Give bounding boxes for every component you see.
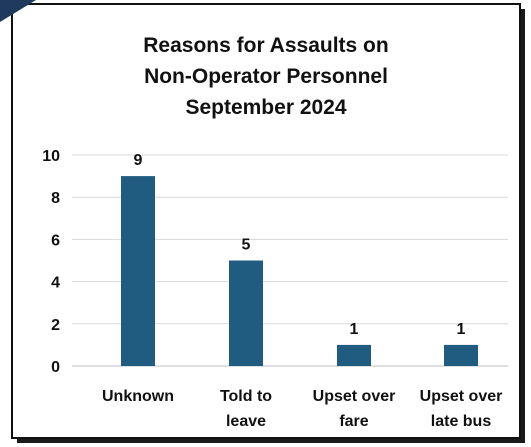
- data-label: 1: [350, 321, 359, 338]
- data-label: 9: [134, 152, 143, 169]
- x-category-label: Upset over: [313, 388, 396, 405]
- y-tick-label: 4: [51, 275, 60, 292]
- y-tick-label: 6: [51, 232, 60, 249]
- x-category-label: Upset over: [420, 388, 503, 405]
- chart-title-line-1: Reasons for Assaults on: [143, 34, 389, 57]
- y-tick-label: 2: [51, 317, 60, 334]
- chart-title-line-3: September 2024: [185, 96, 347, 119]
- bar-0: [121, 176, 155, 366]
- data-label: 1: [457, 321, 466, 338]
- y-tick-label: 0: [51, 359, 60, 376]
- x-category-label: fare: [339, 413, 368, 430]
- x-category-label: Unknown: [102, 388, 174, 405]
- bar-3: [444, 344, 478, 366]
- y-tick-label: 10: [42, 148, 60, 165]
- y-tick-label: 8: [51, 190, 60, 207]
- x-category-label: late bus: [431, 413, 492, 430]
- chart-title-line-2: Non-Operator Personnel: [144, 65, 388, 88]
- data-label: 5: [242, 237, 251, 254]
- bar-1: [229, 260, 263, 366]
- x-category-label: leave: [226, 413, 266, 430]
- bar-2: [337, 344, 371, 366]
- chart-title: Reasons for Assaults on Non-Operator Per…: [11, 30, 521, 123]
- x-category-label: Told to: [220, 388, 272, 405]
